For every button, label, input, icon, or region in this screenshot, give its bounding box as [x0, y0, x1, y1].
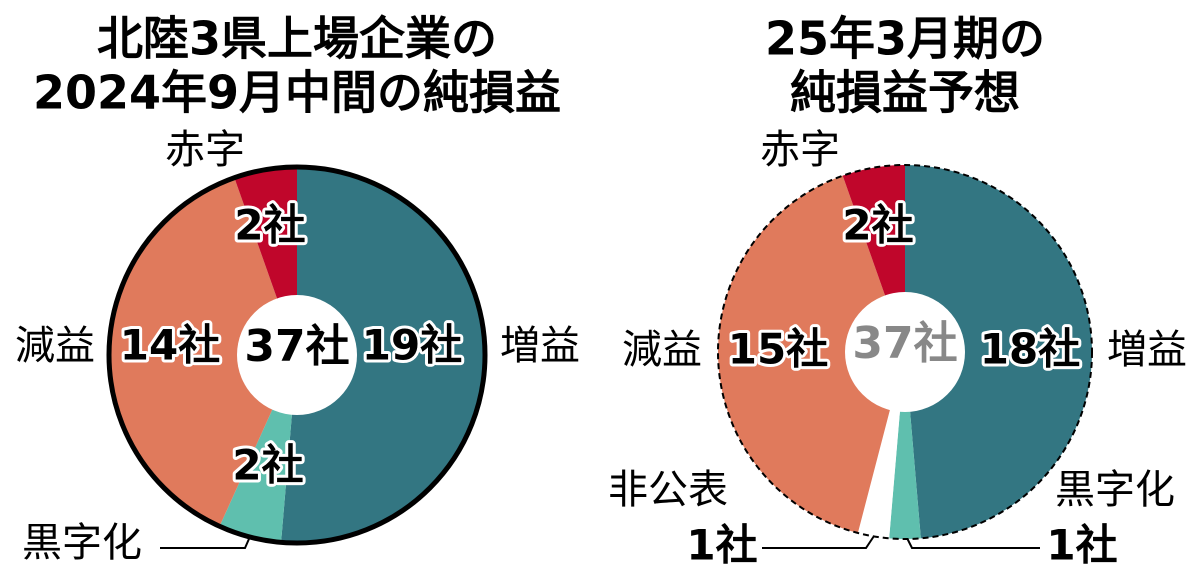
- category-label: 減益: [622, 327, 702, 373]
- category-label: 減益: [15, 323, 95, 369]
- value-label: 1社: [1046, 521, 1117, 570]
- pie-slice: [281, 167, 485, 543]
- leader-line: [905, 535, 1040, 549]
- value-label: 2社: [842, 201, 913, 250]
- chart-title: 2024年9月中間の純損益: [33, 66, 561, 120]
- category-label: 増益: [1107, 327, 1187, 373]
- pie-outline: [106, 164, 488, 546]
- chart-title: 純損益予想: [790, 66, 1020, 120]
- category-label: 増益: [500, 323, 580, 369]
- pie-slice: [905, 165, 1093, 539]
- value-label: 15社: [728, 325, 828, 374]
- center-label: 37社: [852, 318, 957, 369]
- pie-slice: [718, 175, 905, 533]
- pie-outline: [717, 164, 1093, 540]
- pie-slice: [109, 177, 297, 527]
- value-label: 2社: [234, 201, 305, 250]
- category-label: 赤字: [165, 127, 245, 173]
- center-label: 37社: [244, 321, 349, 372]
- chart-title: 25年3月期の: [765, 12, 1045, 66]
- pie-slice: [889, 352, 921, 540]
- chart-title: 北陸3県上場企業の: [97, 12, 497, 66]
- value-label: 2社: [232, 441, 303, 490]
- value-label: 18社: [980, 325, 1080, 374]
- value-label: 1社: [686, 521, 757, 570]
- donut-hole: [237, 295, 357, 415]
- leader-line: [762, 535, 875, 549]
- category-label: 黒字化: [22, 520, 142, 566]
- category-label: 非公表: [608, 467, 728, 513]
- value-label: 14社: [120, 321, 220, 370]
- donut-hole: [845, 292, 965, 412]
- category-label: 黒字化: [1055, 467, 1175, 513]
- category-label: 赤字: [760, 127, 840, 173]
- value-label: 19社: [362, 321, 462, 370]
